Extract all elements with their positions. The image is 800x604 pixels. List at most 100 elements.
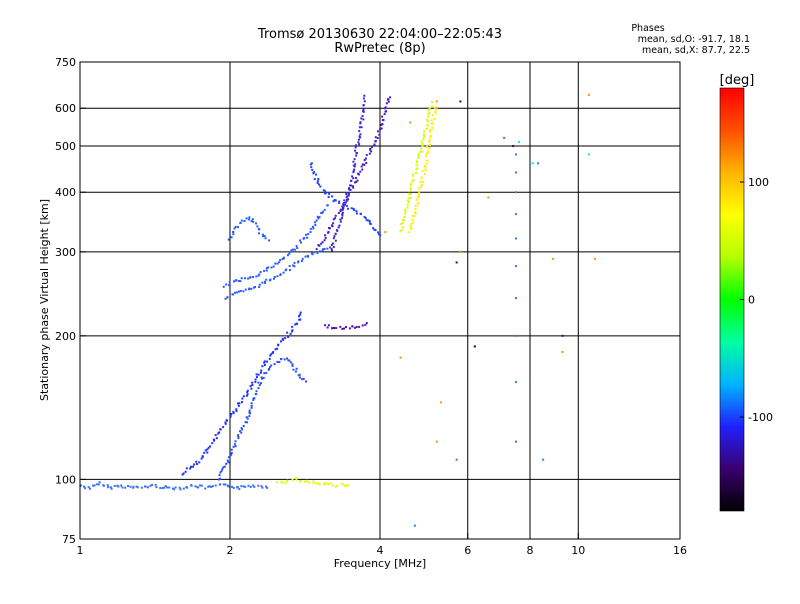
data-point (427, 115, 430, 118)
data-point (245, 416, 248, 419)
data-point (425, 152, 428, 155)
data-point (302, 377, 305, 380)
data-point (339, 210, 342, 213)
data-point (242, 395, 245, 398)
data-point (370, 146, 373, 149)
data-point (435, 100, 438, 103)
data-point (272, 265, 275, 268)
data-point (124, 486, 127, 489)
data-point (330, 247, 333, 250)
data-point (251, 383, 254, 386)
data-point (373, 143, 376, 146)
data-point (171, 487, 174, 490)
data-point (432, 122, 435, 125)
data-point (354, 176, 357, 179)
data-point (110, 487, 113, 490)
data-point (280, 340, 283, 343)
data-point (250, 404, 253, 407)
data-point (330, 224, 333, 227)
data-point (331, 327, 334, 330)
data-point (426, 124, 429, 127)
colorbar (719, 87, 745, 512)
data-point (427, 120, 430, 123)
data-point (312, 172, 315, 175)
data-point (330, 244, 333, 247)
y-axis-ticks: 75 100 200 300 400 500 600 750 (55, 56, 86, 546)
data-point (303, 236, 306, 239)
data-point (236, 226, 239, 229)
data-point (232, 233, 235, 236)
data-point (385, 102, 388, 105)
data-point (228, 284, 231, 287)
data-point (224, 297, 227, 300)
data-point (380, 127, 383, 130)
data-point (237, 435, 240, 438)
data-point (322, 189, 325, 192)
data-point (561, 350, 564, 353)
data-point (258, 273, 261, 276)
data-point (102, 484, 105, 487)
data-point (260, 485, 263, 488)
data-point (354, 326, 357, 329)
data-point (309, 163, 312, 166)
data-point (265, 278, 268, 281)
data-point (236, 486, 239, 489)
data-point (359, 133, 362, 136)
data-point (195, 460, 198, 463)
data-point (459, 250, 462, 253)
data-point (401, 222, 404, 225)
data-point (428, 111, 431, 114)
data-point (418, 194, 421, 197)
data-point (542, 458, 545, 461)
data-point (194, 485, 197, 488)
data-point (254, 393, 257, 396)
data-point (362, 104, 365, 107)
data-point (587, 153, 590, 156)
data-point (263, 364, 266, 367)
data-point (232, 486, 235, 489)
data-point (430, 119, 433, 122)
data-point (517, 140, 520, 143)
data-point (263, 269, 266, 272)
data-point (382, 118, 385, 121)
data-point (218, 474, 221, 477)
data-point (355, 144, 358, 147)
data-point (251, 381, 254, 384)
data-point (320, 212, 323, 215)
phase-stats-heading: Phases (631, 23, 664, 34)
data-point (420, 184, 423, 187)
data-point (120, 484, 123, 487)
data-point (230, 236, 233, 239)
data-point (237, 434, 240, 437)
data-point (295, 476, 298, 479)
data-point (206, 448, 209, 451)
data-point (228, 281, 231, 284)
data-point (80, 484, 82, 487)
data-point (404, 209, 407, 212)
data-point (426, 118, 429, 121)
data-point (370, 150, 373, 153)
data-point (406, 199, 409, 202)
data-point (224, 422, 227, 425)
data-point (420, 176, 423, 179)
data-point (300, 259, 303, 262)
data-point (274, 262, 277, 265)
data-point (428, 146, 431, 149)
data-point (358, 130, 361, 133)
data-point (215, 437, 218, 440)
data-point (428, 139, 431, 142)
data-point (317, 177, 320, 180)
data-point (339, 208, 342, 211)
data-point (352, 170, 355, 173)
data-point (347, 193, 350, 196)
data-point (256, 225, 259, 228)
data-point (288, 265, 291, 268)
data-point (332, 245, 335, 248)
data-point (127, 484, 130, 487)
data-point (294, 370, 297, 373)
data-point (249, 276, 252, 279)
data-point (358, 126, 361, 129)
data-point (270, 353, 273, 356)
data-point (315, 219, 318, 222)
data-point (224, 483, 227, 486)
